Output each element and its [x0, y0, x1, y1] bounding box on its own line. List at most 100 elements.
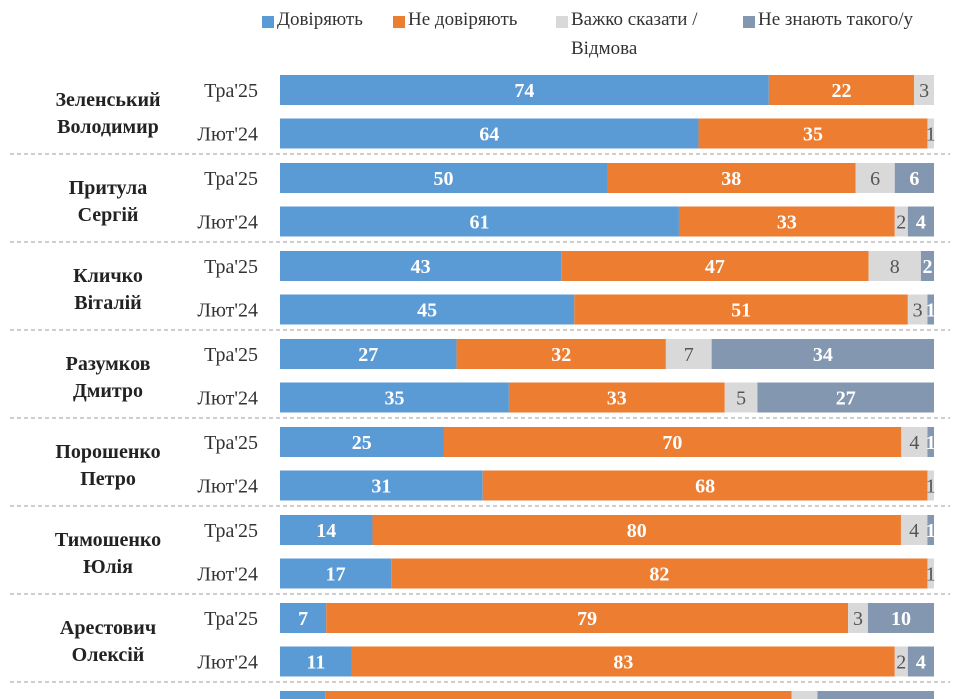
period-label: Тра'25 [204, 696, 258, 699]
bar-segment-2 [456, 339, 666, 369]
bar-segment-3 [665, 339, 712, 369]
data-label: 2 [896, 652, 906, 674]
bar-segment-3 [868, 251, 921, 281]
period-label: Тра'25 [204, 608, 258, 630]
period-label: Лют'24 [197, 652, 258, 674]
group-name-1-line1: Зеленський [55, 89, 160, 111]
bar-segment-1 [280, 163, 607, 193]
bar-segment-3 [894, 646, 908, 677]
data-label: 1 [926, 432, 936, 454]
bar-segment-1 [280, 75, 769, 105]
data-label: 31 [371, 476, 391, 498]
bar-segment-1 [280, 382, 509, 413]
data-label: 70 [662, 432, 682, 454]
bar-segment-3 [848, 603, 868, 633]
group-name-4-line2: Дмитро [73, 380, 143, 402]
data-label: 33 [607, 388, 627, 410]
data-label: 1 [926, 124, 936, 146]
bar-segment-1 [280, 251, 562, 281]
data-label: 6 [870, 168, 880, 190]
bar-segment-4 [894, 163, 934, 193]
data-label: 35 [803, 124, 823, 146]
bar-segment-3 [927, 558, 934, 589]
data-label: 32 [551, 344, 571, 366]
data-label: 7 [684, 344, 694, 366]
group-name-7-line1: Арестович [60, 617, 156, 639]
data-label: 4 [909, 432, 919, 454]
data-label: 43 [411, 256, 431, 278]
data-label: 6 [909, 168, 919, 190]
data-label: 35 [384, 388, 404, 410]
group-name-2-line1: Притула [69, 177, 148, 199]
bar-segment-1 [280, 206, 679, 237]
data-label: 4 [916, 212, 926, 234]
period-label: Лют'24 [197, 388, 258, 410]
bar-segment-3 [791, 691, 818, 699]
period-label: Лют'24 [197, 124, 258, 146]
data-label: 4 [916, 652, 926, 674]
bar-segment-1 [280, 339, 457, 369]
data-label: 27 [358, 344, 378, 366]
legend-swatch-3 [556, 16, 568, 28]
period-label: Тра'25 [204, 432, 258, 454]
data-label: 45 [417, 300, 437, 322]
bar-segment-2 [607, 163, 856, 193]
data-label: 27 [836, 388, 856, 410]
data-label: 64 [479, 124, 499, 146]
data-label: 34 [813, 344, 833, 366]
data-label: 50 [434, 168, 454, 190]
data-label: 61 [469, 212, 489, 234]
group-name-6-line1: Тимошенко [55, 529, 161, 551]
bar-segment-2 [351, 646, 895, 677]
data-label: 1 [926, 300, 936, 322]
bar-segment-4 [757, 382, 934, 413]
bar-segment-3 [907, 294, 928, 325]
data-label: 1 [926, 520, 936, 542]
group-name-7-line2: Олексій [72, 644, 145, 666]
bar-segment-1 [280, 118, 699, 149]
bar-segment-4 [927, 294, 934, 325]
data-label: 4 [909, 520, 919, 542]
bar-segment-2 [508, 382, 725, 413]
data-label: 1 [926, 564, 936, 586]
data-label: 17 [326, 564, 346, 586]
data-label: 18 [866, 696, 886, 699]
bar-segment-3 [927, 118, 934, 149]
period-label: Лют'24 [197, 212, 258, 234]
bar-segment-1 [280, 515, 373, 545]
bar-segment-1 [280, 691, 326, 699]
bar-segment-3 [927, 470, 934, 501]
bar-segment-3 [914, 75, 934, 105]
bar-segment-3 [855, 163, 895, 193]
legend-label-4: Не знають такого/у [758, 9, 914, 30]
data-label: 3 [919, 80, 929, 102]
bar-segment-2 [325, 691, 792, 699]
bar-segment-2 [482, 470, 928, 501]
group-name-2-line2: Сергій [78, 204, 139, 226]
legend-label-1: Довіряють [277, 9, 363, 30]
bar-segment-2 [443, 427, 902, 457]
legend-swatch-4 [743, 16, 755, 28]
data-label: 5 [736, 388, 746, 410]
data-label: 51 [731, 300, 751, 322]
bar-segment-2 [574, 294, 908, 325]
legend-swatch-2 [393, 16, 405, 28]
data-label: 4 [800, 696, 810, 699]
period-label: Лют'24 [197, 300, 258, 322]
group-name-3-line1: Кличко [73, 265, 143, 287]
legend-label-3: Важко сказати / [571, 9, 698, 30]
data-label: 74 [514, 80, 534, 102]
bar-segment-4 [817, 691, 934, 699]
data-label: 11 [307, 652, 326, 674]
data-label: 79 [577, 608, 597, 630]
data-label: 3 [913, 300, 923, 322]
period-label: Тра'25 [204, 344, 258, 366]
period-label: Тра'25 [204, 168, 258, 190]
group-name-1-line2: Володимир [57, 116, 159, 138]
data-label: 38 [721, 168, 741, 190]
bar-segment-2 [326, 603, 849, 633]
period-label: Тра'25 [204, 256, 258, 278]
bar-segment-4 [711, 339, 934, 369]
data-label: 7 [298, 608, 308, 630]
data-label: 2 [896, 212, 906, 234]
